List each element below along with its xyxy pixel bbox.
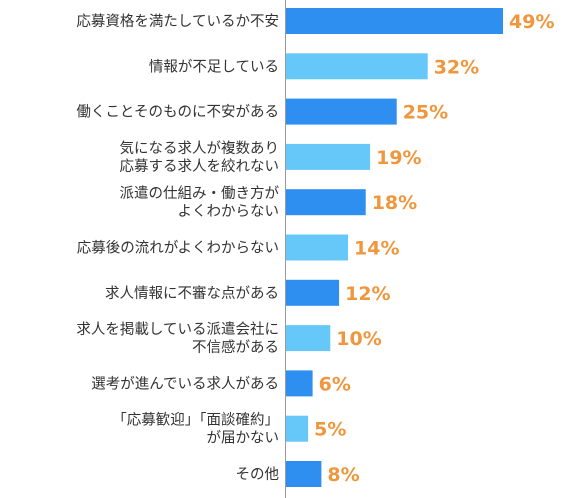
bar-1 [286,53,428,80]
category-label-1-0: 情報が不足している [149,58,279,75]
value-label-6: 12% [345,283,390,305]
bar-7 [286,325,331,352]
category-label-2-0: 働くことそのものに不安がある [76,104,279,121]
category-label-6-0: 求人情報に不審な点がある [105,285,279,302]
value-label-0: 49% [509,11,554,33]
value-label-10: 8% [327,464,359,486]
bar-4 [286,189,366,216]
category-label-3-0: 気になる求人が複数あり [120,140,280,157]
value-label-8: 6% [319,373,351,395]
value-label-9: 5% [314,419,346,441]
bar-8 [286,370,313,397]
category-label-9-1: が届かない [207,430,280,447]
bar-9 [286,415,309,442]
bar-3 [286,143,371,170]
value-label-4: 18% [372,192,417,214]
bar-5 [286,234,348,261]
category-label-0-0: 応募資格を満たしているか不安 [76,13,279,30]
category-label-9-0: 「応募歓迎」「面談確約」 [112,412,279,429]
value-label-5: 14% [354,238,399,260]
value-label-2: 25% [403,102,448,124]
value-label-7: 10% [336,328,381,350]
category-label-4-0: 派遣の仕組み・働き方が [120,185,280,202]
bar-6 [286,279,340,306]
category-label-7-0: 求人を掲載している派遣会社に [76,321,279,338]
category-label-10-0: その他 [236,466,280,483]
bar-2 [286,98,397,125]
bar-10 [286,461,322,487]
category-label-3-1: 応募する求人を絞れない [120,157,280,175]
category-label-7-1: 不信感がある [192,339,279,356]
category-label-5-0: 応募後の流れがよくわからない [77,240,279,257]
category-label-4-1: よくわからない [178,203,280,220]
bar-0 [286,8,503,34]
category-label-8-0: 選考が進んでいる求人がある [91,375,279,392]
value-label-3: 19% [376,147,421,169]
value-label-1: 32% [434,56,479,78]
